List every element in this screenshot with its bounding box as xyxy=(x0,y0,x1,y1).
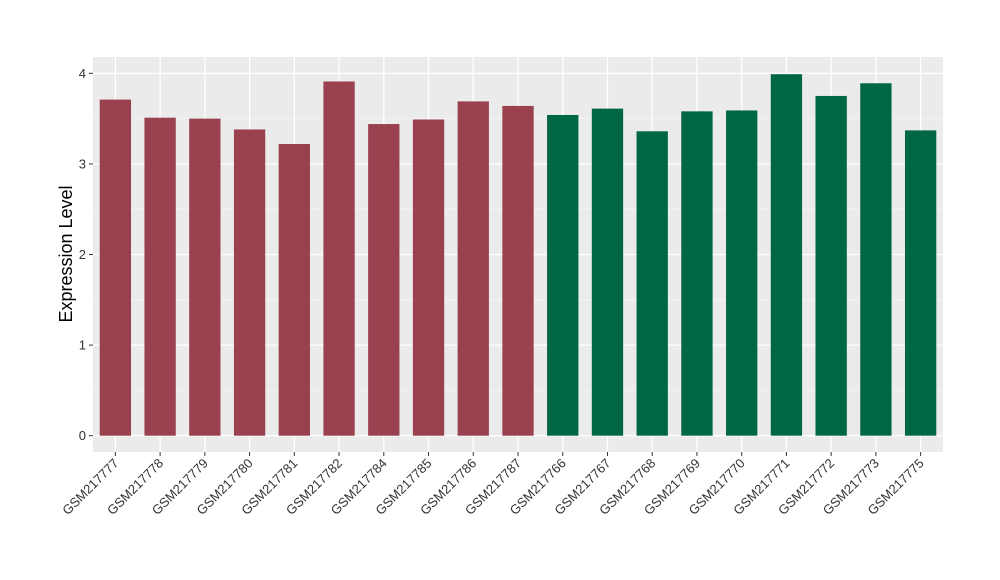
bar-gsm217775 xyxy=(904,130,937,436)
bar-gsm217772 xyxy=(815,95,847,436)
bar-gsm217787 xyxy=(502,105,534,436)
y-tick-label: 2 xyxy=(79,247,86,262)
bar-gsm217771 xyxy=(770,74,803,436)
x-axis: GSM217777GSM217778GSM217779GSM217780GSM2… xyxy=(59,452,927,518)
bar-gsm217767 xyxy=(591,108,624,436)
y-axis: 0 1 2 3 4 xyxy=(79,66,93,443)
bar-gsm217766 xyxy=(547,114,579,436)
bar-gsm217780 xyxy=(233,129,266,436)
bar-gsm217782 xyxy=(323,81,355,436)
bar-gsm217784 xyxy=(368,124,400,436)
y-axis-title: Expression Level xyxy=(56,185,76,322)
bar-gsm217779 xyxy=(189,118,221,436)
bar-gsm217785 xyxy=(412,119,445,436)
y-tick-label: 0 xyxy=(79,428,86,443)
bar-gsm217769 xyxy=(681,111,713,436)
y-tick-label: 1 xyxy=(79,338,86,353)
bar-gsm217770 xyxy=(726,110,758,436)
bar-gsm217778 xyxy=(144,117,176,436)
bar-gsm217777 xyxy=(99,99,132,436)
bars xyxy=(99,74,937,436)
bar-gsm217781 xyxy=(278,143,310,436)
bar-gsm217768 xyxy=(636,131,668,436)
bar-gsm217773 xyxy=(860,83,892,436)
y-tick-label: 4 xyxy=(79,66,86,81)
y-tick-label: 3 xyxy=(79,156,86,171)
bar-gsm217786 xyxy=(457,101,489,436)
